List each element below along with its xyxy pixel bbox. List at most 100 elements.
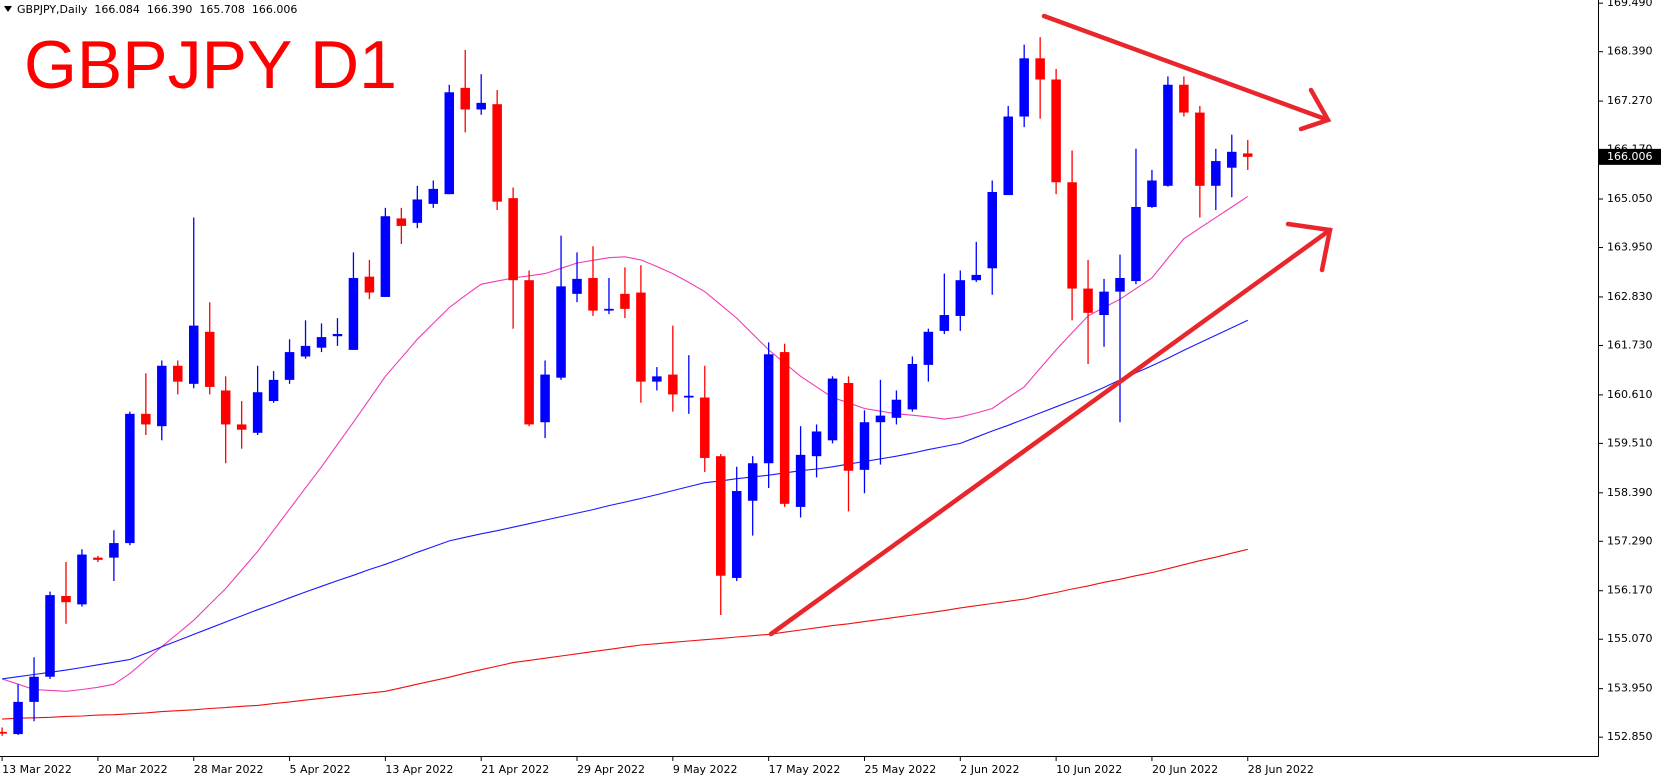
- candle-body: [1147, 180, 1157, 207]
- candle-body: [540, 374, 550, 423]
- x-tick-label: 28 Mar 2022: [194, 763, 264, 776]
- candle-body: [716, 456, 726, 576]
- candle-body: [380, 216, 391, 297]
- candle-body: [13, 701, 23, 735]
- candle-body: [572, 278, 582, 294]
- current-price-label: 166.006: [1607, 150, 1653, 163]
- candle-body: [141, 413, 151, 425]
- y-tick-label: 153.950: [1607, 682, 1653, 695]
- candle-body: [971, 274, 982, 281]
- resistance-arrow: [1041, 13, 1331, 123]
- x-tick-label: 21 Apr 2022: [481, 763, 549, 776]
- candle-body: [524, 280, 534, 425]
- x-tick-label: 28 Jun 2022: [1248, 763, 1314, 776]
- arrow-head: [1298, 87, 1332, 132]
- candle-body: [300, 345, 311, 357]
- candle-body: [444, 92, 455, 195]
- support-arrow: [768, 227, 1333, 637]
- candle-body: [779, 352, 790, 504]
- x-tick-label: 29 Apr 2022: [577, 763, 645, 776]
- candle-body: [1067, 182, 1077, 289]
- candle-body: [476, 102, 486, 110]
- candle-body: [636, 292, 646, 382]
- candle-body: [1243, 153, 1253, 157]
- candle-body: [700, 397, 710, 458]
- candle-body: [604, 308, 614, 311]
- candle-body: [923, 331, 934, 365]
- candle-body: [763, 354, 774, 464]
- x-tick-label: 20 Mar 2022: [98, 763, 168, 776]
- candle-body: [93, 557, 103, 560]
- candle-body: [173, 365, 183, 382]
- x-tick-label: 13 Mar 2022: [2, 763, 72, 776]
- y-tick-label: 159.510: [1607, 436, 1653, 449]
- candle-body: [29, 676, 39, 702]
- candle-body: [252, 392, 263, 433]
- candle-body: [859, 422, 870, 470]
- candle-body: [1131, 206, 1141, 282]
- y-tick-label: 169.490: [1607, 0, 1653, 9]
- candle-body: [332, 334, 343, 337]
- candle-body: [875, 415, 886, 423]
- candle-body: [0, 731, 7, 734]
- candle-body: [811, 431, 822, 457]
- candle-body: [220, 390, 231, 425]
- candle-body: [284, 352, 295, 380]
- candle-body: [364, 276, 375, 293]
- x-tick-label: 10 Jun 2022: [1056, 763, 1122, 776]
- y-tick-label: 152.850: [1607, 730, 1653, 743]
- candle-body: [668, 374, 678, 395]
- x-tick-label: 9 May 2022: [673, 763, 738, 776]
- candle-body: [1083, 288, 1093, 313]
- candle-body: [316, 337, 327, 348]
- chart-title: GBPJPY D1: [24, 27, 397, 103]
- candle-body: [1035, 58, 1045, 80]
- x-tick-label: 25 May 2022: [864, 763, 936, 776]
- candle-body: [236, 424, 247, 430]
- candle-body: [188, 325, 199, 384]
- candle-body: [843, 382, 854, 471]
- candle-body: [795, 454, 806, 507]
- candle-body: [204, 331, 215, 387]
- candle-body: [428, 188, 439, 204]
- candle-body: [731, 491, 742, 578]
- y-tick-label: 158.390: [1607, 486, 1653, 499]
- candle-body: [1003, 116, 1013, 196]
- candle-body: [1115, 277, 1125, 292]
- candle-body: [460, 87, 470, 110]
- candle-body: [45, 595, 55, 677]
- candle-body: [157, 365, 167, 427]
- y-tick-label: 155.070: [1607, 632, 1653, 645]
- y-tick-label: 157.290: [1607, 534, 1653, 547]
- x-tick-label: 13 Apr 2022: [385, 763, 453, 776]
- candle-body: [412, 199, 423, 223]
- header-symbol: GBPJPY,Daily: [17, 3, 88, 16]
- x-tick-label: 17 May 2022: [769, 763, 841, 776]
- current-price-box: [1599, 148, 1661, 165]
- y-tick-label: 168.390: [1607, 45, 1653, 58]
- candle-body: [508, 198, 518, 281]
- candle-body: [1195, 112, 1205, 186]
- candle-body: [1019, 58, 1029, 117]
- moving-average-line: [1, 195, 1249, 692]
- header-price: 166.006: [252, 3, 298, 16]
- moving-average-line: [2, 319, 1249, 680]
- y-tick-label: 156.170: [1607, 584, 1653, 597]
- y-tick-label: 165.050: [1607, 192, 1653, 205]
- y-tick-label: 163.950: [1607, 241, 1653, 254]
- candle-body: [955, 280, 966, 316]
- y-tick-label: 167.270: [1607, 94, 1653, 107]
- candle-body: [1099, 291, 1109, 316]
- x-tick-label: 5 Apr 2022: [290, 763, 351, 776]
- y-tick-label: 161.730: [1607, 338, 1653, 351]
- plot-area: [0, 37, 1253, 736]
- y-tick-label: 160.610: [1607, 388, 1653, 401]
- moving-average-line: [2, 548, 1248, 720]
- candle-body: [77, 554, 87, 605]
- x-tick-label: 20 Jun 2022: [1152, 763, 1218, 776]
- menu-triangle: [4, 6, 12, 12]
- x-tick-label: 2 Jun 2022: [960, 763, 1019, 776]
- candle-body: [1227, 151, 1237, 168]
- candle-body: [556, 286, 566, 378]
- candle-body: [1179, 84, 1189, 113]
